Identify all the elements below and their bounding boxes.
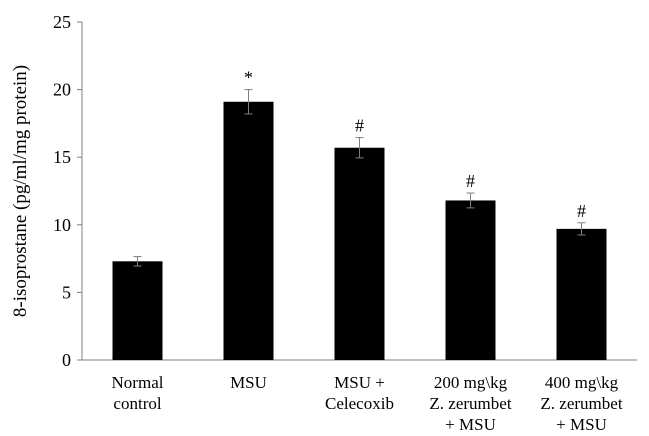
error-bars — [133, 89, 586, 267]
y-tick-label: 25 — [53, 12, 71, 32]
significance-marker: # — [355, 116, 364, 136]
x-tick-label: 200 mg\kg — [434, 373, 508, 392]
bars — [112, 101, 607, 360]
y-ticks: 0 5 10 15 20 25 — [53, 12, 82, 370]
x-tick-label: Normal — [112, 373, 164, 392]
y-tick-label: 20 — [53, 80, 71, 100]
bar — [556, 228, 607, 360]
x-tick-labels: Normal control MSU MSU + Celecoxib 200 mg\kg Z… — [112, 373, 623, 434]
x-tick-label: control — [113, 394, 161, 413]
x-tick-label: + MSU — [445, 415, 496, 434]
x-tick-label: MSU — [230, 373, 267, 392]
x-tick-label: Z. zerumbet — [540, 394, 622, 413]
y-tick-label: 5 — [62, 282, 71, 302]
bar — [334, 147, 385, 360]
significance-marker: * — [244, 68, 253, 88]
x-tick-label: Z. zerumbet — [429, 394, 511, 413]
bar — [223, 101, 274, 360]
significance-markers: * # # # — [244, 68, 586, 221]
y-axis-label: 8-isoprostane (pg/ml/mg protein) — [10, 65, 31, 317]
x-tick-label: + MSU — [556, 415, 607, 434]
x-tick-label: MSU + — [334, 373, 385, 392]
significance-marker: # — [466, 171, 475, 191]
y-tick-label: 15 — [53, 147, 71, 167]
bar — [445, 200, 496, 360]
significance-marker: # — [577, 201, 586, 221]
bar — [112, 261, 163, 360]
x-tick-label: Celecoxib — [325, 394, 394, 413]
y-tick-label: 10 — [53, 215, 71, 235]
x-tick-label: 400 mg\kg — [545, 373, 619, 392]
y-tick-label: 0 — [62, 350, 71, 370]
